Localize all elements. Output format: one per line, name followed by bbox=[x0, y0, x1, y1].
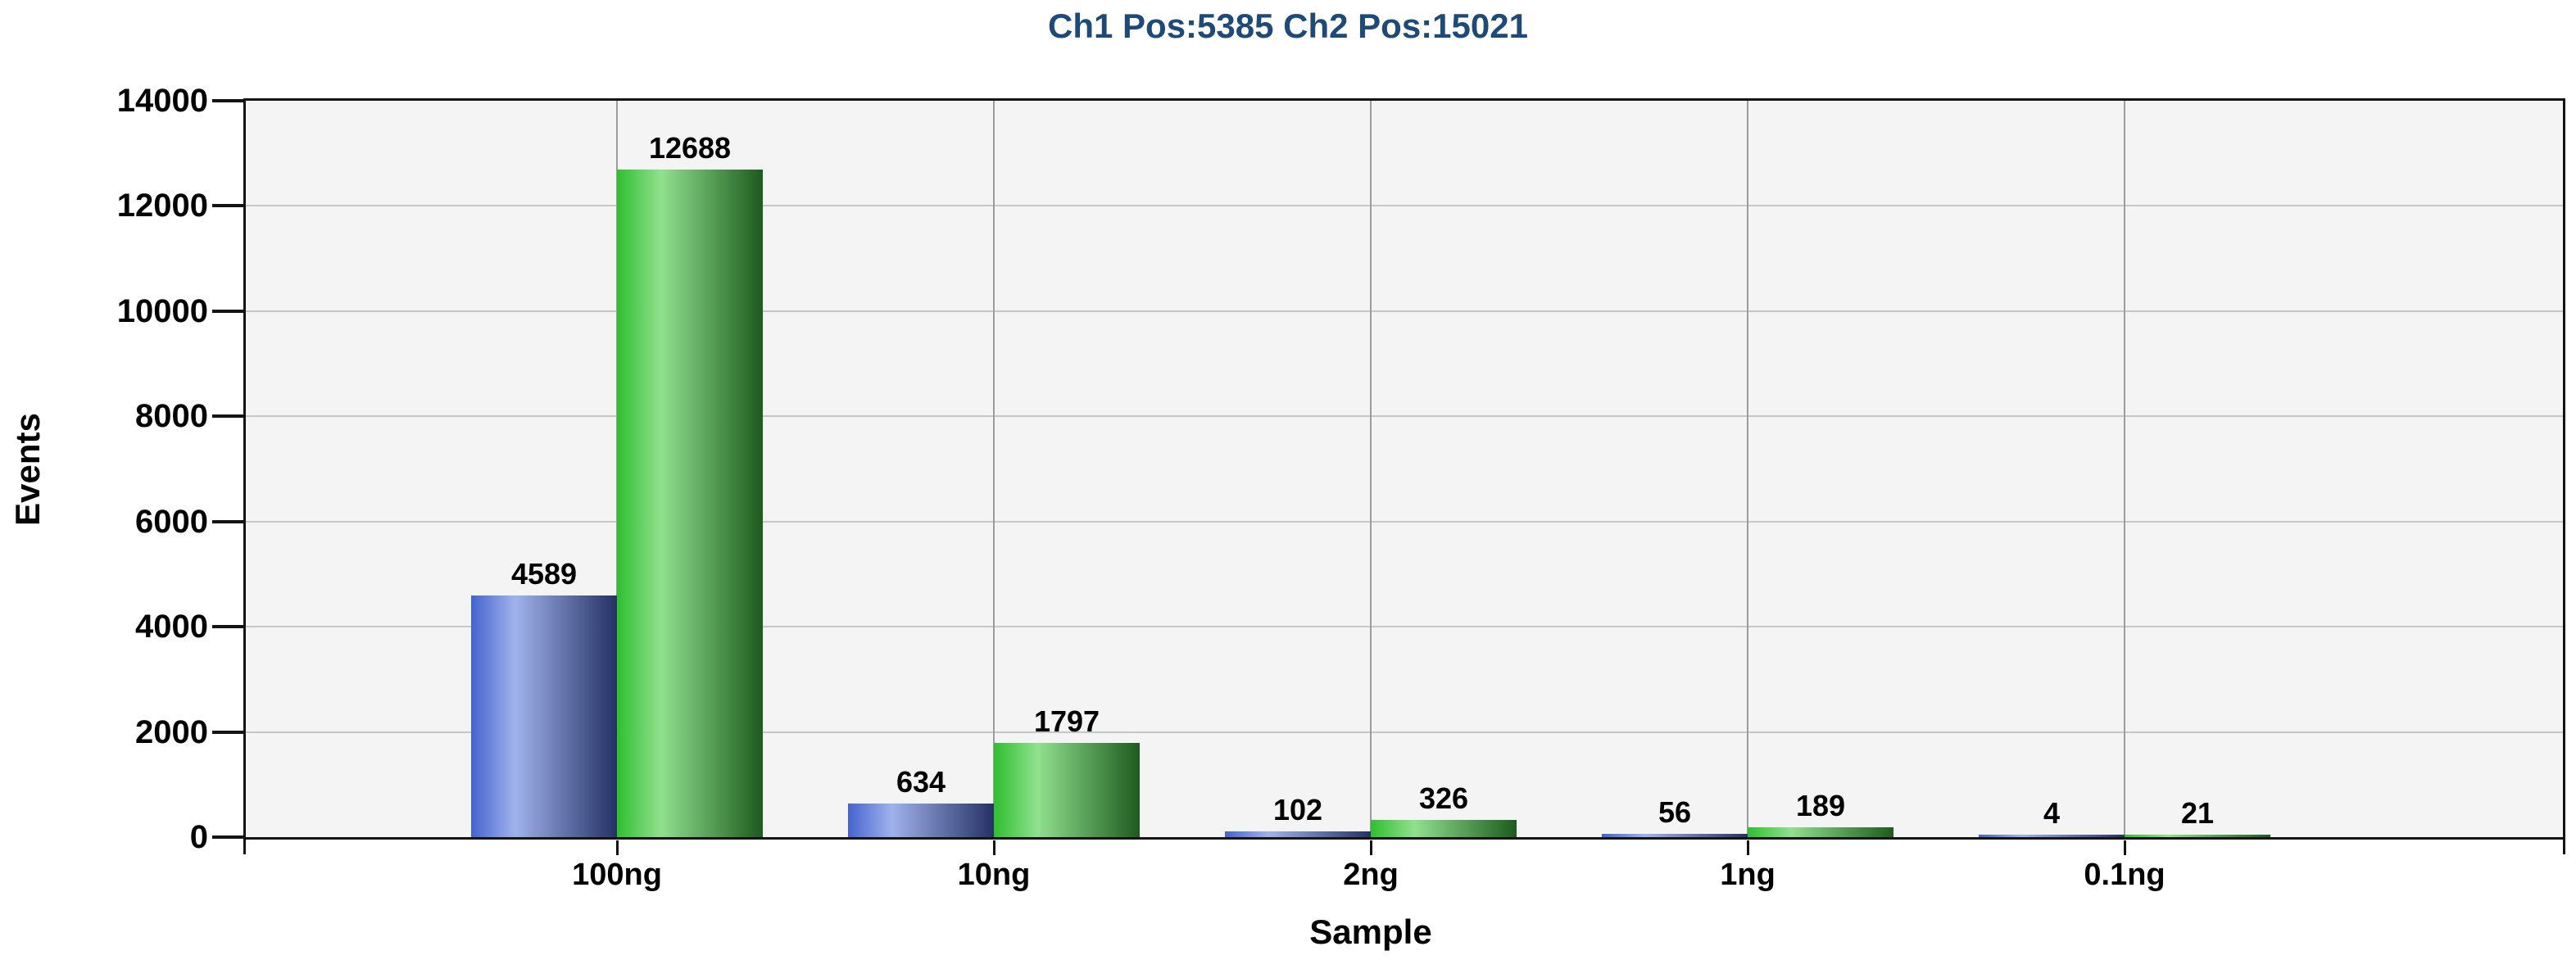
x-category-label-0.1ng: 0.1ng bbox=[2084, 858, 2166, 892]
bar-value-label-1ng-s2: 189 bbox=[1795, 788, 1846, 822]
gridline-h bbox=[246, 205, 2563, 207]
x-category-label-1ng: 1ng bbox=[1720, 858, 1776, 892]
y-tick-mark bbox=[212, 204, 244, 208]
gridline-h bbox=[246, 731, 2563, 733]
x-tick-mark bbox=[993, 840, 995, 855]
gridline-h bbox=[246, 415, 2563, 418]
x-category-label-2ng: 2ng bbox=[1343, 858, 1399, 892]
bar-value-label-0.1ng-s1: 4 bbox=[2043, 796, 2061, 830]
y-tick-mark bbox=[212, 730, 244, 734]
axis-corner-overhang-right bbox=[2563, 840, 2565, 854]
bar-value-label-2ng-s1: 102 bbox=[1272, 793, 1323, 827]
gridline-h bbox=[246, 626, 2563, 628]
gridline-h bbox=[246, 310, 2563, 312]
gridline-v bbox=[1370, 101, 1372, 837]
bar-ch2-pos-2ng bbox=[1371, 820, 1517, 837]
bar-value-label-100ng-s1: 4589 bbox=[510, 557, 578, 591]
plot-area: 4589 634 102 56 4 12688 1797 326 189 21 bbox=[243, 98, 2565, 840]
bar-ch1-pos-10ng bbox=[848, 804, 994, 837]
y-tick-label: 6000 bbox=[135, 503, 208, 540]
y-tick-label: 4000 bbox=[135, 609, 208, 645]
chart-title: Ch1 Pos:5385 Ch2 Pos:15021 bbox=[1048, 7, 1528, 45]
y-tick-mark bbox=[212, 99, 244, 102]
x-tick-mark bbox=[1370, 840, 1372, 855]
y-tick-label: 10000 bbox=[116, 292, 208, 329]
x-axis-title: Sample bbox=[1309, 912, 1432, 951]
y-tick-label: 0 bbox=[189, 819, 208, 855]
y-tick-mark bbox=[212, 625, 244, 629]
y-tick-mark bbox=[212, 519, 244, 523]
bar-ch2-pos-0.1ng bbox=[2125, 835, 2270, 837]
x-tick-mark bbox=[2124, 840, 2126, 855]
bar-value-label-1ng-s1: 56 bbox=[1658, 795, 1692, 830]
gridline-v bbox=[2124, 101, 2125, 837]
bar-value-label-100ng-s2: 12688 bbox=[648, 131, 732, 165]
bar-value-label-0.1ng-s2: 21 bbox=[2180, 796, 2215, 830]
y-axis-title: Events bbox=[8, 413, 47, 526]
x-tick-mark bbox=[616, 840, 619, 855]
bar-ch2-pos-10ng bbox=[994, 742, 1140, 837]
bar-ch1-pos-0.1ng bbox=[1979, 835, 2125, 837]
gridline-v bbox=[1747, 101, 1748, 837]
x-category-label-10ng: 10ng bbox=[957, 858, 1031, 892]
gridline-v bbox=[993, 101, 995, 837]
y-tick-label: 14000 bbox=[116, 83, 208, 119]
bar-value-label-2ng-s2: 326 bbox=[1418, 781, 1469, 816]
y-tick-mark bbox=[212, 309, 244, 313]
x-category-label-100ng: 100ng bbox=[572, 858, 662, 892]
bar-ch2-pos-100ng bbox=[617, 170, 763, 837]
axis-corner-overhang-left bbox=[243, 840, 246, 854]
bar-value-label-10ng-s1: 634 bbox=[896, 765, 946, 799]
bar-ch1-pos-1ng bbox=[1602, 834, 1748, 837]
bar-ch2-pos-1ng bbox=[1748, 826, 1893, 837]
bar-ch1-pos-2ng bbox=[1225, 831, 1371, 837]
y-tick-label: 8000 bbox=[135, 398, 208, 435]
y-tick-label: 12000 bbox=[116, 188, 208, 224]
gridline-h bbox=[246, 520, 2563, 523]
x-tick-mark bbox=[1747, 840, 1749, 855]
y-tick-mark bbox=[212, 414, 244, 419]
y-tick-mark bbox=[212, 835, 244, 839]
bar-ch1-pos-100ng bbox=[471, 595, 617, 837]
y-tick-label: 2000 bbox=[135, 713, 208, 750]
bar-value-label-10ng-s2: 1797 bbox=[1033, 704, 1100, 738]
